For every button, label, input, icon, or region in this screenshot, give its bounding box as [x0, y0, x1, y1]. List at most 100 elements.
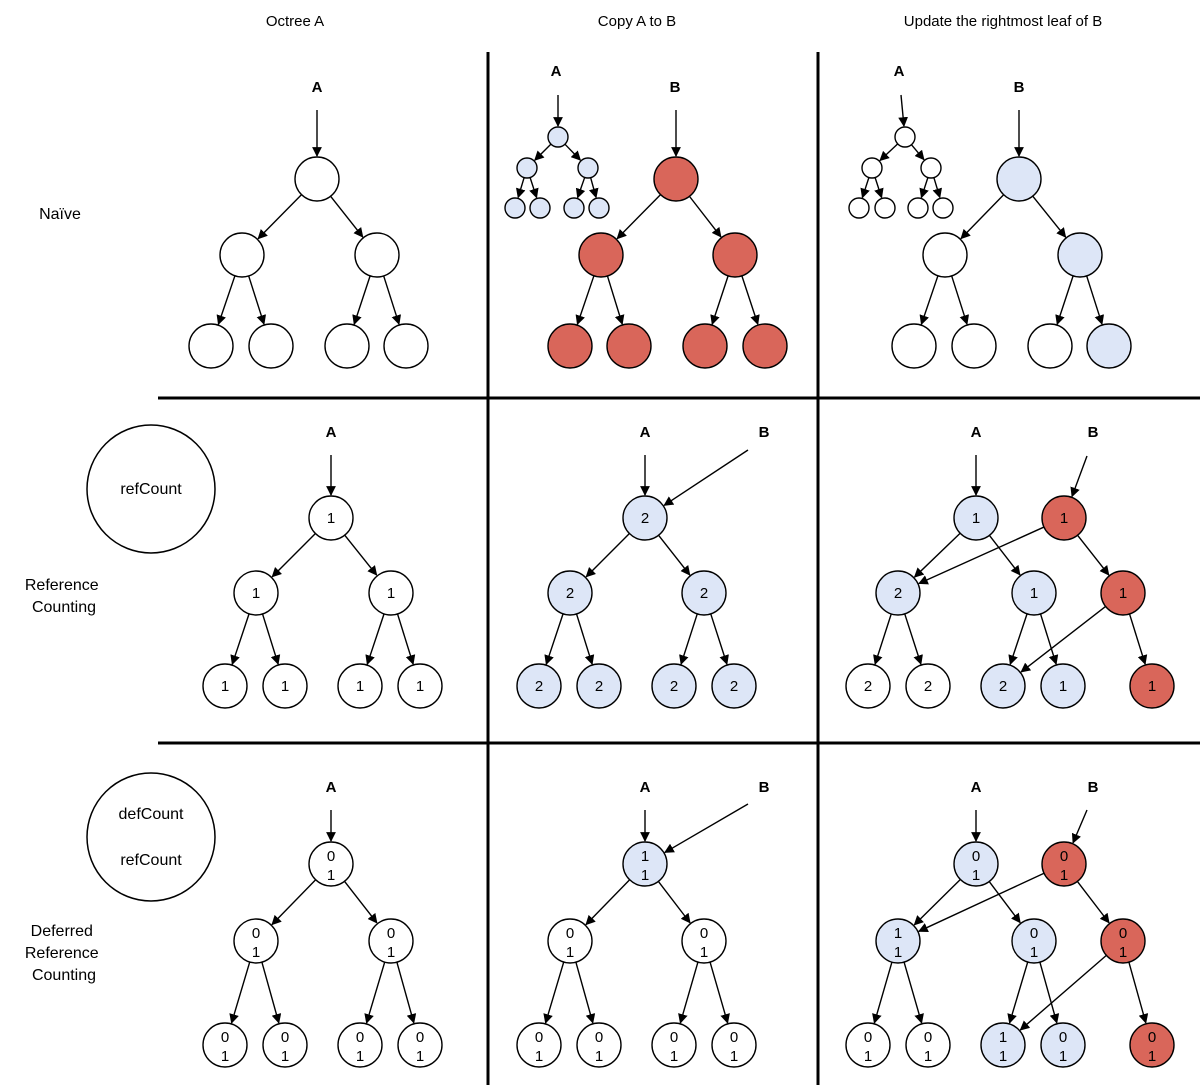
def-a-edge-int2-leaf4: [396, 962, 417, 1024]
row-label-naive-line: Naïve: [39, 206, 81, 223]
def-upd-edge-iA2-l3: [1007, 961, 1029, 1024]
ref-upd-leaf-5-count: 1: [1148, 678, 1156, 695]
naive-upd-b-leaf-4: [1086, 323, 1132, 369]
def-a-leaf-1-defcount: 0: [221, 1029, 229, 1046]
ref-upd-root-a: [953, 495, 999, 541]
naive-copy-a-leaf-1: [504, 197, 526, 219]
def-upd-leaf-4-refcount: 1: [1059, 1048, 1067, 1065]
def-upd-edge-rootB-iB: [1076, 881, 1110, 924]
def-upd-root-a: [953, 841, 999, 887]
def-upd-internal-a1-refcount: 1: [894, 944, 902, 961]
naive-copy-a-root: [547, 126, 569, 148]
naive-copy-a-edge-int2-leaf3: [575, 177, 586, 199]
def-copy-leaf-1-defcount: 0: [535, 1029, 543, 1046]
ref-copy-leaf-4-count: 2: [730, 678, 738, 695]
def-a-leaf-1-refcount: 1: [221, 1048, 229, 1065]
naive-a-edge-int2-leaf3: [352, 275, 371, 326]
ref-a-edge-root-int2: [344, 534, 378, 576]
naive-upd-b-edge-root-int2: [1032, 195, 1067, 238]
def-a-internal-2-refcount: 1: [387, 944, 395, 961]
ref-upd-leaf-5: [1129, 663, 1175, 709]
def-upd-leaf-4: [1040, 1022, 1086, 1068]
def-copy-leaf-3: [651, 1022, 697, 1068]
def-copy-leaf-2: [576, 1022, 622, 1068]
def-a-root-refcount: 1: [327, 867, 335, 884]
def-upd-internal-b-refcount: 1: [1119, 944, 1127, 961]
def-a-internal-2-defcount: 0: [387, 925, 395, 942]
row-label-refcount-line-2: Counting: [32, 599, 96, 616]
ref-copy-edge-int2-leaf4: [710, 613, 729, 666]
naive-upd-a-edge-int2-leaf4: [932, 177, 942, 199]
def-upd-pointer-b-label: B: [1088, 779, 1099, 796]
naive-a-internal-1: [219, 232, 265, 278]
naive-upd-a-root: [894, 126, 916, 148]
ref-a-leaf-1: [202, 663, 248, 709]
ref-upd-pointer-b-arrow: [1070, 455, 1088, 498]
naive-a-leaf-4: [383, 323, 429, 369]
def-upd-leaf-5-refcount: 1: [1148, 1048, 1156, 1065]
naive-copy-a-internal-2: [577, 157, 599, 179]
ref-a-edge-int1-leaf2: [261, 613, 281, 665]
def-copy-edge-root-int2: [657, 881, 691, 924]
ref-a-leaf-4-count: 1: [416, 678, 424, 695]
def-upd-internal-a2-refcount: 1: [1030, 944, 1038, 961]
naive-upd-a-leaf-4: [932, 197, 954, 219]
ref-upd-internal-b: [1100, 570, 1146, 616]
ref-upd-internal-a2-count: 1: [1030, 585, 1038, 602]
ref-copy-internal-2-count: 2: [700, 585, 708, 602]
ref-copy-pointer-a-label: A: [640, 424, 651, 441]
def-copy-pointer-b-arrow: [664, 803, 749, 854]
row-label-refcount-line-1: Reference: [25, 577, 99, 594]
def-a-root-defcount: 0: [327, 848, 335, 865]
naive-upd-a-leaf-2: [874, 197, 896, 219]
def-a-leaf-4: [397, 1022, 443, 1068]
def-a-leaf-3: [337, 1022, 383, 1068]
naive-copy-b-edge-root-int2: [688, 195, 722, 238]
naive-upd-a-edge-int1-leaf2: [874, 177, 884, 199]
ref-upd-edge-rootA-iA2: [988, 534, 1021, 576]
ref-copy-leaf-2-count: 2: [595, 678, 603, 695]
ref-a-leaf-1-count: 1: [221, 678, 229, 695]
def-upd-leaf-1-refcount: 1: [864, 1048, 872, 1065]
row-label-refcount: Reference Counting: [25, 577, 103, 616]
naive-a-internal-2: [354, 232, 400, 278]
def-upd-leaf-1: [845, 1022, 891, 1068]
def-a-edge-root-int1: [271, 879, 317, 926]
naive-upd-b-root: [996, 156, 1042, 202]
def-upd-leaf-1-defcount: 0: [864, 1029, 872, 1046]
def-a-internal-2: [368, 918, 414, 964]
def-upd-edge-iA1-l1: [872, 961, 893, 1024]
def-upd-leaf-3: [980, 1022, 1026, 1068]
def-upd-leaf-3-refcount: 1: [999, 1048, 1007, 1065]
def-a-internal-1-defcount: 0: [252, 925, 260, 942]
naive-upd-b-edge-int2-leaf4: [1086, 275, 1105, 326]
def-a-edge-int2-leaf3: [364, 961, 386, 1024]
def-upd-leaf-5-defcount: 0: [1148, 1029, 1156, 1046]
def-upd-leaf-2-defcount: 0: [924, 1029, 932, 1046]
naive-upd-b-leaf-3: [1027, 323, 1073, 369]
def-upd-edge-iA2-l4: [1039, 962, 1060, 1024]
def-a-root: [308, 841, 354, 887]
ref-upd-internal-a1-count: 2: [894, 585, 902, 602]
ref-copy-leaf-2: [576, 663, 622, 709]
ref-a-leaf-2-count: 1: [281, 678, 289, 695]
legend-label-refcount: refCount: [120, 481, 182, 498]
ref-copy-internal-1-count: 2: [566, 585, 574, 602]
def-copy-root-defcount: 1: [641, 848, 649, 865]
naive-copy-b-root: [653, 156, 699, 202]
naive-copy-a-edge-root-int2: [564, 143, 582, 161]
ref-upd-leaf-3-count: 2: [999, 678, 1007, 695]
def-upd-leaf-2: [905, 1022, 951, 1068]
ref-upd-internal-a2: [1011, 570, 1057, 616]
ref-a-internal-2-count: 1: [387, 585, 395, 602]
ref-upd-internal-a1: [875, 570, 921, 616]
def-copy-internal-1-defcount: 0: [566, 925, 574, 942]
def-copy-internal-2: [681, 918, 727, 964]
naive-a-leaf-3: [324, 323, 370, 369]
naive-copy-pointer-a-label: A: [551, 63, 562, 80]
naive-copy-b-edge-int1-leaf2: [606, 275, 625, 325]
ref-upd-root-b: [1041, 495, 1087, 541]
ref-upd-edge-iB-l5: [1128, 613, 1148, 665]
naive-a-edge-root-int2: [330, 195, 364, 238]
